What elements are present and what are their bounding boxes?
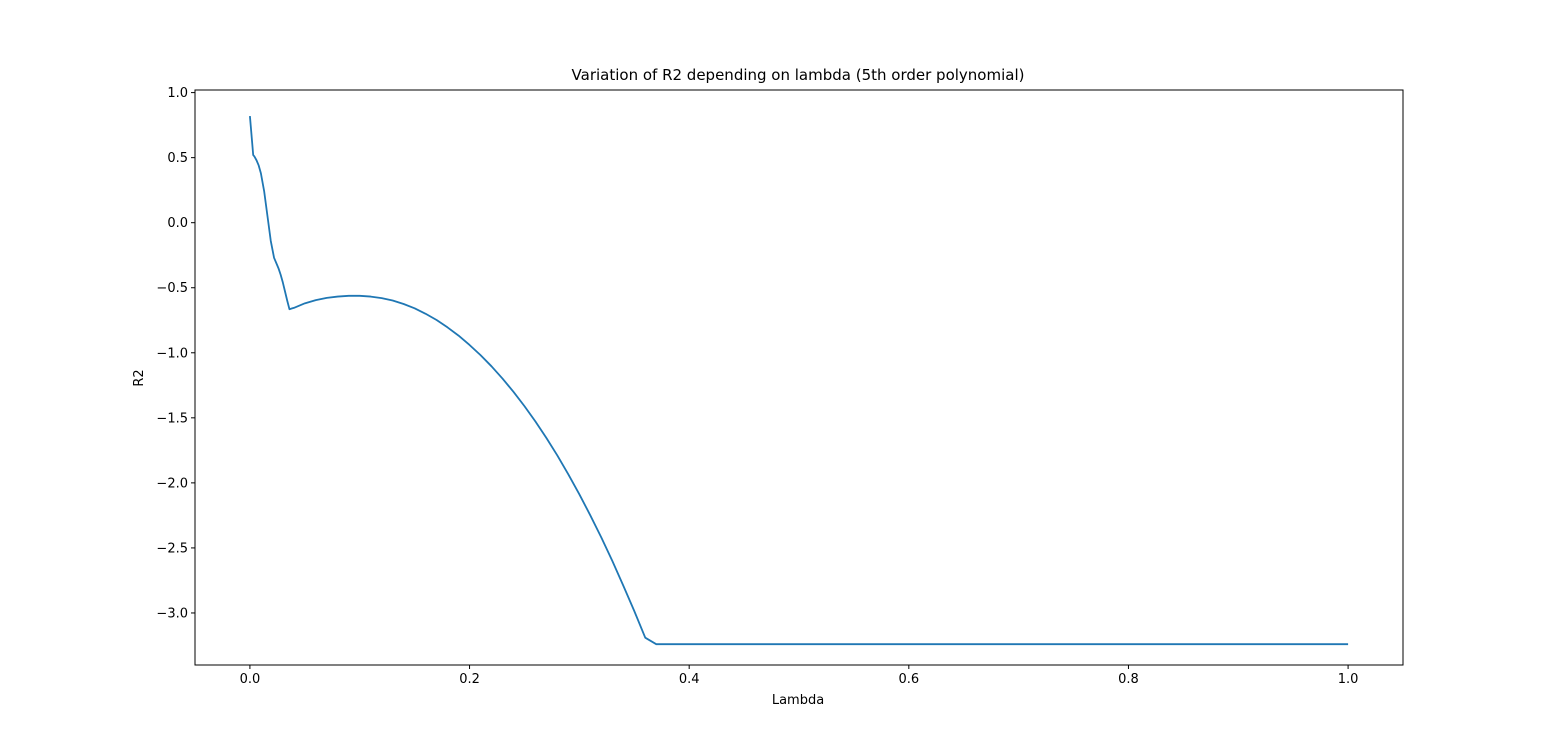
- plot-area: [194, 89, 1404, 666]
- y-tick-label: −0.5: [156, 281, 188, 296]
- y-tick-label: 1.0: [167, 86, 188, 101]
- series-line-0: [249, 115, 1349, 646]
- y-tick-label: −1.5: [156, 411, 188, 426]
- y-axis-label: R2: [132, 369, 147, 386]
- x-axis-ticks: 0.0 0.2 0.4 0.6 0.8 1.0: [240, 665, 1359, 687]
- chart-title: Variation of R2 depending on lambda (5th…: [572, 66, 1025, 84]
- x-axis-label: Lambda: [772, 693, 824, 708]
- x-tick-label: 0.2: [459, 672, 480, 687]
- x-tick-label: 1.0: [1338, 672, 1359, 687]
- y-tick-label: −1.0: [156, 346, 188, 361]
- x-tick-label: 0.4: [679, 672, 700, 687]
- x-tick-label: 0.8: [1118, 672, 1139, 687]
- x-tick-label: 0.6: [898, 672, 919, 687]
- y-tick-label: −2.5: [156, 541, 188, 556]
- x-tick-label: 0.0: [240, 672, 261, 687]
- y-axis-ticks: 1.0 0.5 0.0 −0.5 −1.0 −1.5 −2.0 −2.5 −3.0: [156, 86, 195, 621]
- y-tick-label: 0.5: [167, 151, 188, 166]
- y-tick-label: −3.0: [156, 606, 188, 621]
- y-tick-label: −2.0: [156, 476, 188, 491]
- axes-frame: [194, 89, 1404, 666]
- y-tick-label: 0.0: [167, 216, 188, 231]
